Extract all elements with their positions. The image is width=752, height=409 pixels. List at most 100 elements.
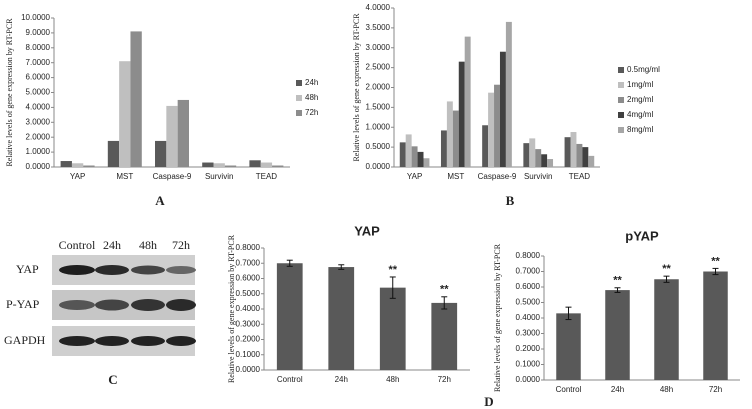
bar bbox=[452, 110, 459, 167]
bar bbox=[276, 263, 303, 370]
bar bbox=[83, 165, 95, 167]
legend-label: 1mg/ml bbox=[627, 80, 653, 89]
bar bbox=[703, 271, 728, 380]
blot-column-label: Control bbox=[59, 238, 96, 252]
y-tick-label: 0.8000 bbox=[236, 243, 261, 252]
bar bbox=[464, 36, 471, 168]
bar bbox=[482, 125, 489, 167]
y-tick-label: 0.7000 bbox=[516, 267, 541, 276]
y-tick-label: 0.6000 bbox=[236, 274, 261, 283]
bar bbox=[499, 51, 506, 167]
blot-band bbox=[95, 299, 129, 311]
y-tick-label: 0.7000 bbox=[236, 258, 261, 267]
bar bbox=[440, 130, 447, 167]
y-axis-title: Relative levels of gene expression by RT… bbox=[493, 243, 502, 392]
legend-swatch bbox=[618, 82, 624, 88]
chart-title: pYAP bbox=[625, 228, 659, 243]
bar bbox=[654, 279, 679, 380]
y-tick-label: 0.5000 bbox=[366, 142, 391, 151]
y-tick-label: 5.0000 bbox=[26, 88, 51, 97]
y-tick-label: 0.2000 bbox=[236, 335, 261, 344]
x-tick-label: YAP bbox=[70, 172, 85, 181]
bar bbox=[570, 132, 577, 167]
x-tick-label: Control bbox=[277, 375, 303, 384]
y-tick-label: 6.0000 bbox=[26, 73, 51, 82]
x-tick-label: Caspase-9 bbox=[153, 172, 192, 181]
x-tick-label: 48h bbox=[386, 375, 399, 384]
legend-label: 2mg/ml bbox=[627, 95, 653, 104]
bar bbox=[60, 161, 72, 167]
y-tick-label: 0.5000 bbox=[516, 298, 541, 307]
blot-band bbox=[59, 265, 95, 275]
y-tick-label: 0.0000 bbox=[236, 365, 261, 374]
bar bbox=[399, 142, 406, 167]
y-tick-label: 1.5000 bbox=[366, 102, 391, 111]
y-tick-label: 7.0000 bbox=[26, 58, 51, 67]
panel-label: A bbox=[155, 193, 165, 208]
blot-band bbox=[131, 336, 165, 346]
significance-label: ** bbox=[613, 275, 622, 287]
legend-label: 72h bbox=[305, 108, 318, 117]
y-tick-label: 0.5000 bbox=[236, 289, 261, 298]
bar bbox=[107, 140, 120, 167]
y-axis-title: Relative levels of gene expression by RT… bbox=[5, 18, 14, 167]
bar bbox=[564, 137, 571, 167]
bar bbox=[505, 21, 512, 167]
x-tick-label: Caspase-9 bbox=[478, 172, 517, 181]
bar bbox=[166, 105, 178, 167]
y-tick-label: 0.8000 bbox=[516, 251, 541, 260]
blot-row-label: P-YAP bbox=[6, 297, 40, 311]
bar bbox=[588, 155, 595, 167]
significance-label: ** bbox=[388, 264, 397, 276]
blot-row-label: YAP bbox=[16, 262, 39, 276]
bar bbox=[529, 138, 536, 167]
bar bbox=[177, 99, 189, 167]
y-tick-label: 2.0000 bbox=[26, 132, 51, 141]
bar bbox=[155, 140, 167, 167]
legend-label: 48h bbox=[305, 93, 318, 102]
x-tick-label: TEAD bbox=[256, 172, 278, 181]
significance-label: ** bbox=[662, 263, 671, 275]
bar bbox=[202, 162, 214, 167]
x-tick-label: MST bbox=[116, 172, 133, 181]
bar bbox=[605, 290, 630, 380]
y-tick-label: 0.1000 bbox=[236, 350, 261, 359]
bar bbox=[431, 302, 458, 370]
legend-label: 8mg/ml bbox=[627, 125, 653, 134]
bar bbox=[458, 61, 465, 167]
bar bbox=[494, 84, 500, 167]
y-tick-label: 3.0000 bbox=[26, 117, 51, 126]
western-blot: Control 24h 48h 72h YAP P-YAP GAPDH bbox=[4, 238, 196, 356]
x-tick-label: Survivin bbox=[524, 172, 552, 181]
bar bbox=[213, 163, 225, 167]
legend-swatch bbox=[296, 95, 302, 101]
y-axis-title: Relative levels of gene expression by RT… bbox=[227, 234, 236, 383]
bar bbox=[535, 149, 542, 167]
x-tick-label: Survivin bbox=[205, 172, 233, 181]
legend-swatch bbox=[618, 97, 624, 103]
y-tick-label: 2.0000 bbox=[366, 83, 391, 92]
y-tick-label: 4.0000 bbox=[26, 103, 51, 112]
y-tick-label: 0.4000 bbox=[516, 313, 541, 322]
y-tick-label: 0.2000 bbox=[516, 344, 541, 353]
x-tick-label: YAP bbox=[407, 172, 422, 181]
blot-column-label: 72h bbox=[172, 238, 190, 252]
blot-column-label: 24h bbox=[103, 238, 121, 252]
y-tick-label: 1.0000 bbox=[366, 122, 391, 131]
bar bbox=[71, 163, 84, 167]
bar bbox=[523, 143, 530, 167]
bar bbox=[405, 134, 412, 167]
legend-swatch bbox=[618, 127, 624, 133]
blot-band bbox=[59, 300, 95, 310]
bar bbox=[249, 160, 261, 167]
y-tick-label: 0.0000 bbox=[516, 375, 541, 384]
x-tick-label: 72h bbox=[709, 385, 722, 394]
bar bbox=[446, 101, 453, 167]
bar bbox=[260, 162, 273, 167]
significance-label: ** bbox=[440, 284, 449, 296]
bar bbox=[541, 154, 548, 167]
blot-column-label: 48h bbox=[139, 238, 157, 252]
significance-label: ** bbox=[711, 255, 720, 267]
blot-band bbox=[131, 299, 165, 311]
